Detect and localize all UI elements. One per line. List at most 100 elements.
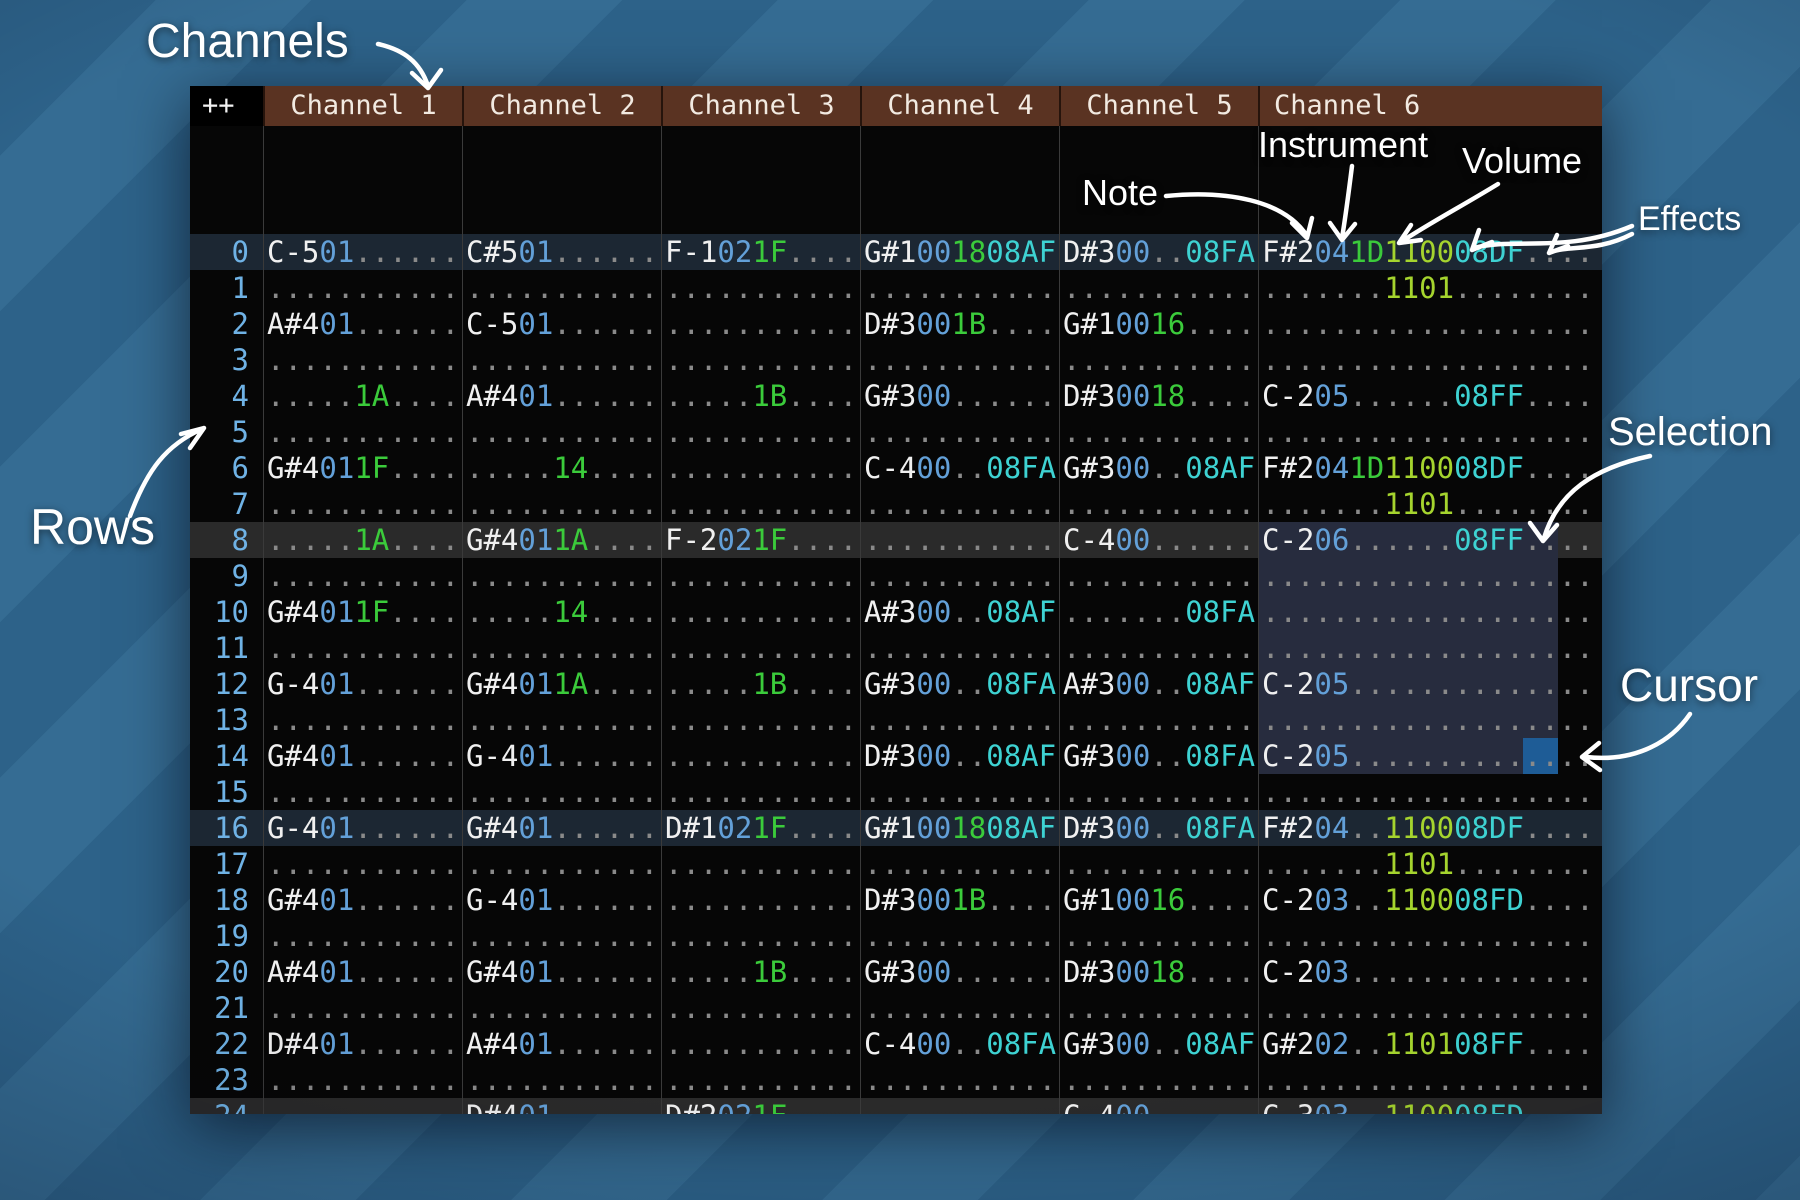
pattern-cell-r16-ch4[interactable]: G#1001808AF <box>860 810 1059 846</box>
pattern-cell-r10-ch4[interactable]: A#300..08AF <box>860 594 1059 630</box>
pattern-cell-r16-ch6[interactable]: F#204..110008DF.... <box>1258 810 1602 846</box>
pattern-cell-r21-ch4[interactable]: ........... <box>860 990 1059 1026</box>
pattern-cell-r13-ch3[interactable]: ........... <box>661 702 860 738</box>
pattern-cell-r8-ch2[interactable]: G#4011A.... <box>462 522 661 558</box>
pattern-cell-r11-ch5[interactable]: ........... <box>1059 630 1258 666</box>
pattern-cell-r12-ch5[interactable]: A#300..08AF <box>1059 666 1258 702</box>
pattern-cell-r6-ch6[interactable]: F#2041D110008DF.... <box>1258 450 1602 486</box>
pattern-cell-r9-ch3[interactable]: ........... <box>661 558 860 594</box>
pattern-cell-r24-ch3[interactable]: D#2021F.... <box>661 1098 860 1114</box>
pattern-cell-r13-ch4[interactable]: ........... <box>860 702 1059 738</box>
pattern-cell-r24-ch1[interactable]: ........... <box>263 1098 462 1114</box>
pattern-cell-r23-ch6[interactable]: ................... <box>1258 1062 1602 1098</box>
pattern-cell-r16-ch1[interactable]: G-401...... <box>263 810 462 846</box>
pattern-cell-r21-ch1[interactable]: ........... <box>263 990 462 1026</box>
channel-header-3[interactable]: Channel 3 <box>661 86 860 126</box>
pattern-cell-r18-ch6[interactable]: C-203..110008FD.... <box>1258 882 1602 918</box>
pattern-cell-r20-ch2[interactable]: G#401...... <box>462 954 661 990</box>
pattern-cell-r7-ch2[interactable]: ........... <box>462 486 661 522</box>
channel-header-5[interactable]: Channel 5 <box>1059 86 1258 126</box>
pattern-cell-r7-ch3[interactable]: ........... <box>661 486 860 522</box>
pattern-cell-r13-ch5[interactable]: ........... <box>1059 702 1258 738</box>
pattern-cell-r13-ch1[interactable]: ........... <box>263 702 462 738</box>
pattern-cell-r15-ch2[interactable]: ........... <box>462 774 661 810</box>
pattern-cell-r5-ch4[interactable]: ........... <box>860 414 1059 450</box>
pattern-cell-r21-ch2[interactable]: ........... <box>462 990 661 1026</box>
pattern-cell-r4-ch3[interactable]: .....1B.... <box>661 378 860 414</box>
pattern-cell-r5-ch3[interactable]: ........... <box>661 414 860 450</box>
pattern-cell-r23-ch4[interactable]: ........... <box>860 1062 1059 1098</box>
pattern-cell-r0-ch4[interactable]: G#1001808AF <box>860 234 1059 270</box>
pattern-cell-r6-ch3[interactable]: ........... <box>661 450 860 486</box>
pattern-cell-r8-ch3[interactable]: F-2021F.... <box>661 522 860 558</box>
pattern-cell-r17-ch4[interactable]: ........... <box>860 846 1059 882</box>
pattern-cell-r1-ch1[interactable]: ........... <box>263 270 462 306</box>
pattern-cell-r0-ch1[interactable]: C-501...... <box>263 234 462 270</box>
pattern-cell-r12-ch1[interactable]: G-401...... <box>263 666 462 702</box>
pattern-cell-r1-ch2[interactable]: ........... <box>462 270 661 306</box>
pattern-cell-r3-ch3[interactable]: ........... <box>661 342 860 378</box>
pattern-cell-r19-ch1[interactable]: ........... <box>263 918 462 954</box>
pattern-cell-r21-ch5[interactable]: ........... <box>1059 990 1258 1026</box>
pattern-cell-r19-ch3[interactable]: ........... <box>661 918 860 954</box>
pattern-cell-r3-ch4[interactable]: ........... <box>860 342 1059 378</box>
pattern-cell-r22-ch5[interactable]: G#300..08AF <box>1059 1026 1258 1062</box>
channel-header-1[interactable]: Channel 1 <box>263 86 462 126</box>
pattern-cell-r6-ch1[interactable]: G#4011F.... <box>263 450 462 486</box>
pattern-cell-r23-ch5[interactable]: ........... <box>1059 1062 1258 1098</box>
pattern-cell-r5-ch2[interactable]: ........... <box>462 414 661 450</box>
pattern-cell-r20-ch5[interactable]: D#30018.... <box>1059 954 1258 990</box>
channel-header-6[interactable]: Channel 6 <box>1258 86 1602 126</box>
pattern-cell-r16-ch2[interactable]: G#401...... <box>462 810 661 846</box>
pattern-cell-r3-ch2[interactable]: ........... <box>462 342 661 378</box>
pattern-cell-r22-ch4[interactable]: C-400..08FA <box>860 1026 1059 1062</box>
pattern-cell-r15-ch6[interactable]: ................... <box>1258 774 1602 810</box>
pattern-cell-r4-ch4[interactable]: G#300...... <box>860 378 1059 414</box>
pattern-cell-r19-ch6[interactable]: ................... <box>1258 918 1602 954</box>
pattern-cell-r5-ch5[interactable]: ........... <box>1059 414 1258 450</box>
pattern-cell-r20-ch3[interactable]: .....1B.... <box>661 954 860 990</box>
pattern-cell-r14-ch1[interactable]: G#401...... <box>263 738 462 774</box>
pattern-cell-r0-ch5[interactable]: D#300..08FA <box>1059 234 1258 270</box>
pattern-cell-r22-ch3[interactable]: ........... <box>661 1026 860 1062</box>
pattern-cell-r7-ch5[interactable]: ........... <box>1059 486 1258 522</box>
pattern-cell-r10-ch3[interactable]: ........... <box>661 594 860 630</box>
pattern-cell-r14-ch3[interactable]: ........... <box>661 738 860 774</box>
pattern-cell-r20-ch4[interactable]: G#300...... <box>860 954 1059 990</box>
pattern-cell-r24-ch6[interactable]: C-303..110008FD.... <box>1258 1098 1602 1114</box>
pattern-cell-r8-ch5[interactable]: C-400...... <box>1059 522 1258 558</box>
pattern-cell-r14-ch6[interactable]: C-205.............. <box>1258 738 1602 774</box>
pattern-cell-r14-ch4[interactable]: D#300..08AF <box>860 738 1059 774</box>
pattern-cell-r15-ch3[interactable]: ........... <box>661 774 860 810</box>
pattern-cell-r4-ch1[interactable]: .....1A.... <box>263 378 462 414</box>
pattern-cell-r15-ch1[interactable]: ........... <box>263 774 462 810</box>
pattern-cell-r12-ch3[interactable]: .....1B.... <box>661 666 860 702</box>
pattern-cell-r13-ch6[interactable]: ................... <box>1258 702 1602 738</box>
pattern-cell-r4-ch5[interactable]: D#30018.... <box>1059 378 1258 414</box>
pattern-cell-r8-ch4[interactable]: ........... <box>860 522 1059 558</box>
pattern-cell-r18-ch3[interactable]: ........... <box>661 882 860 918</box>
selection-overlay[interactable] <box>1258 522 1558 774</box>
pattern-cell-r1-ch5[interactable]: ........... <box>1059 270 1258 306</box>
pattern-cell-r9-ch6[interactable]: ................... <box>1258 558 1602 594</box>
pattern-cell-r18-ch5[interactable]: G#10016.... <box>1059 882 1258 918</box>
pattern-cell-r15-ch5[interactable]: ........... <box>1059 774 1258 810</box>
pattern-cell-r17-ch5[interactable]: ........... <box>1059 846 1258 882</box>
pattern-cell-r11-ch6[interactable]: ................... <box>1258 630 1602 666</box>
pattern-cell-r24-ch4[interactable]: ........... <box>860 1098 1059 1114</box>
pattern-cell-r17-ch6[interactable]: .......1101........ <box>1258 846 1602 882</box>
pattern-cell-r6-ch4[interactable]: C-400..08FA <box>860 450 1059 486</box>
pattern-cell-r10-ch1[interactable]: G#4011F.... <box>263 594 462 630</box>
pattern-cell-r5-ch6[interactable]: ................... <box>1258 414 1602 450</box>
pattern-cell-r2-ch3[interactable]: ........... <box>661 306 860 342</box>
pattern-cell-r17-ch1[interactable]: ........... <box>263 846 462 882</box>
pattern-cell-r21-ch6[interactable]: ................... <box>1258 990 1602 1026</box>
pattern-cell-r10-ch6[interactable]: ................... <box>1258 594 1602 630</box>
pattern-cell-r1-ch6[interactable]: .......1101........ <box>1258 270 1602 306</box>
pattern-cell-r6-ch2[interactable]: .....14.... <box>462 450 661 486</box>
pattern-cell-r8-ch1[interactable]: .....1A.... <box>263 522 462 558</box>
pattern-cell-r11-ch2[interactable]: ........... <box>462 630 661 666</box>
pattern-cell-r12-ch4[interactable]: G#300..08FA <box>860 666 1059 702</box>
pattern-cell-r22-ch2[interactable]: A#401...... <box>462 1026 661 1062</box>
pattern-cell-r17-ch3[interactable]: ........... <box>661 846 860 882</box>
